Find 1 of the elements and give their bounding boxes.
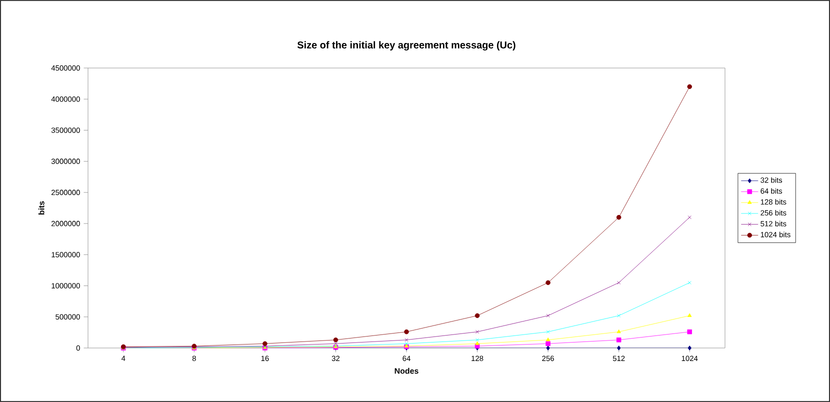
chart-title: Size of the initial key agreement message (Uc) <box>297 41 516 50</box>
